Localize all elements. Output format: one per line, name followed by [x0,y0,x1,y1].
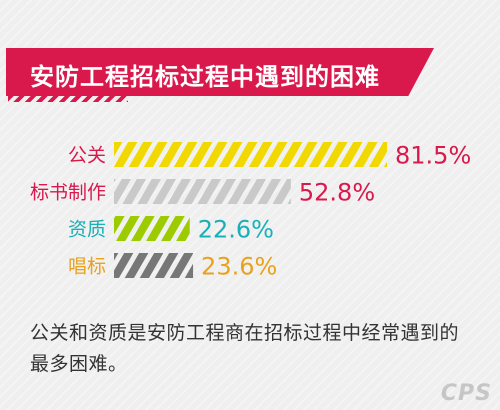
value-label: 22.6% [198,216,274,244]
title-banner-accent [8,96,128,102]
chart-title: 安防工程招标过程中遇到的困难 [30,63,380,91]
category-label: 资质 [68,219,106,241]
value-label: 23.6% [201,253,277,281]
cps-watermark: CPS [440,381,492,406]
bar-1 [114,179,291,204]
category-label: 唱标 [68,256,106,278]
value-label: 81.5% [395,142,471,170]
bar-3 [114,253,194,278]
chart-note: 公关和资质是安防工程商在招标过程中经常遇到的最多困难。 [30,322,460,375]
bar-0 [114,142,388,167]
value-label: 52.8% [299,179,375,207]
category-label: 公关 [68,145,106,167]
title-banner [6,48,434,96]
category-label: 标书制作 [30,182,106,204]
bar-2 [114,216,190,241]
